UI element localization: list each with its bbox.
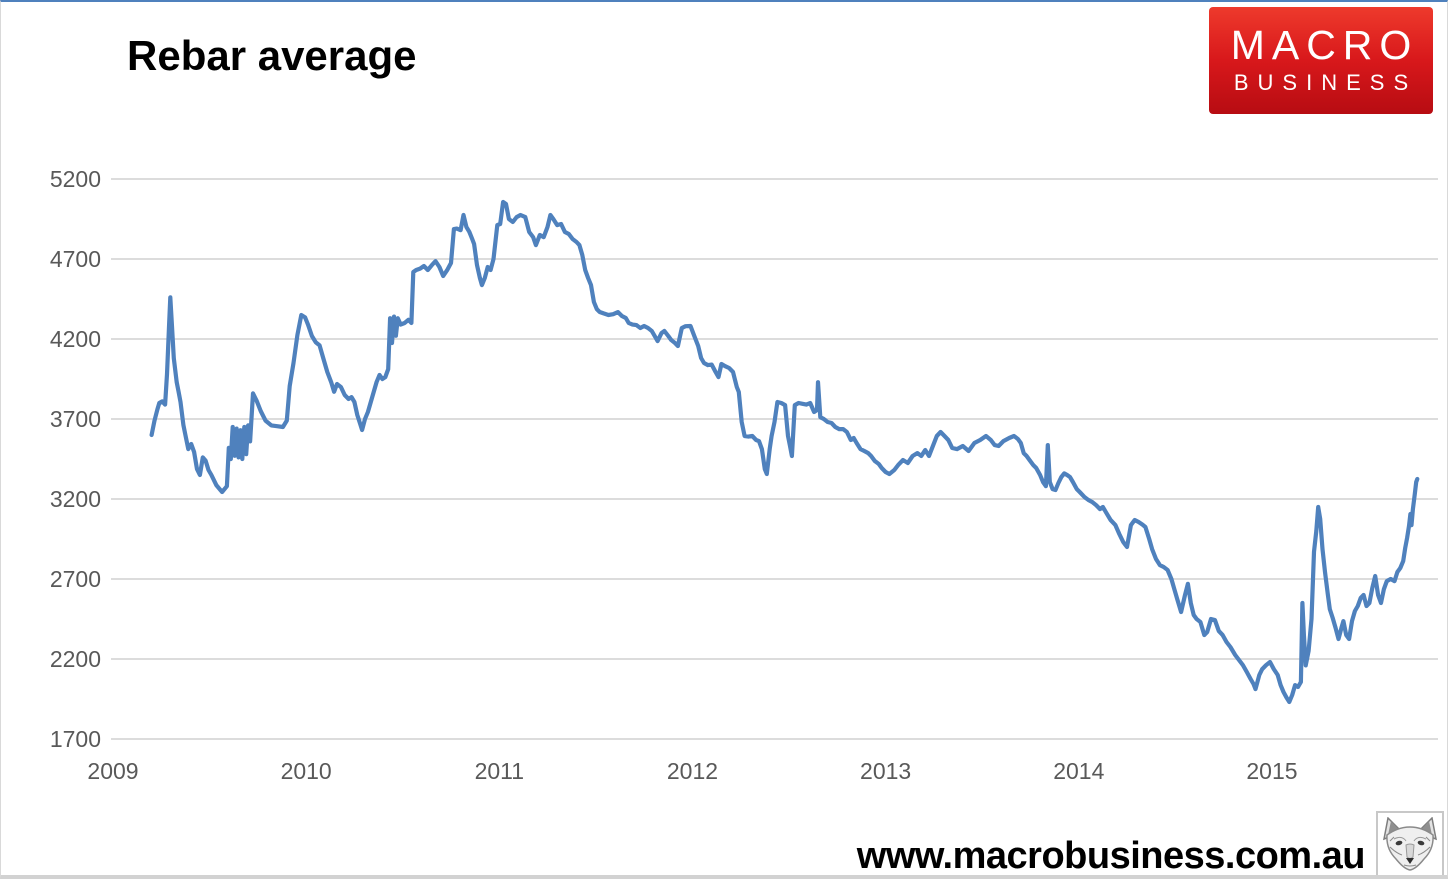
x-axis-tick-label: 2009 xyxy=(87,758,138,784)
y-axis-tick-label: 4200 xyxy=(50,326,101,352)
logo-business-text: BUSINESS xyxy=(1233,70,1418,95)
y-axis-tick-label: 5200 xyxy=(50,166,101,192)
x-axis-tick-label: 2011 xyxy=(475,758,524,784)
macrobusiness-logo: MACRO BUSINESS xyxy=(1209,7,1433,114)
fox-logo xyxy=(1376,811,1444,875)
y-axis-tick-label: 3700 xyxy=(50,406,101,432)
x-axis-tick-label: 2014 xyxy=(1053,758,1104,784)
logo-macro-text: MACRO xyxy=(1230,22,1419,68)
x-axis-tick-label: 2013 xyxy=(860,758,911,784)
y-axis-tick-label: 2200 xyxy=(50,646,101,672)
x-axis-tick-label: 2012 xyxy=(667,758,718,784)
site-url: www.macrobusiness.com.au xyxy=(856,835,1366,877)
y-axis-tick-label: 2700 xyxy=(50,566,101,592)
page-title: Rebar average xyxy=(127,32,417,79)
price-line xyxy=(149,199,1420,705)
y-axis-tick-label: 3200 xyxy=(50,486,101,512)
y-axis-tick-label: 4700 xyxy=(50,246,101,272)
fox-head-icon xyxy=(1383,817,1437,871)
x-axis-tick-label: 2015 xyxy=(1246,758,1297,784)
x-axis-tick-label: 2010 xyxy=(281,758,332,784)
y-axis-tick-label: 1700 xyxy=(50,726,101,752)
